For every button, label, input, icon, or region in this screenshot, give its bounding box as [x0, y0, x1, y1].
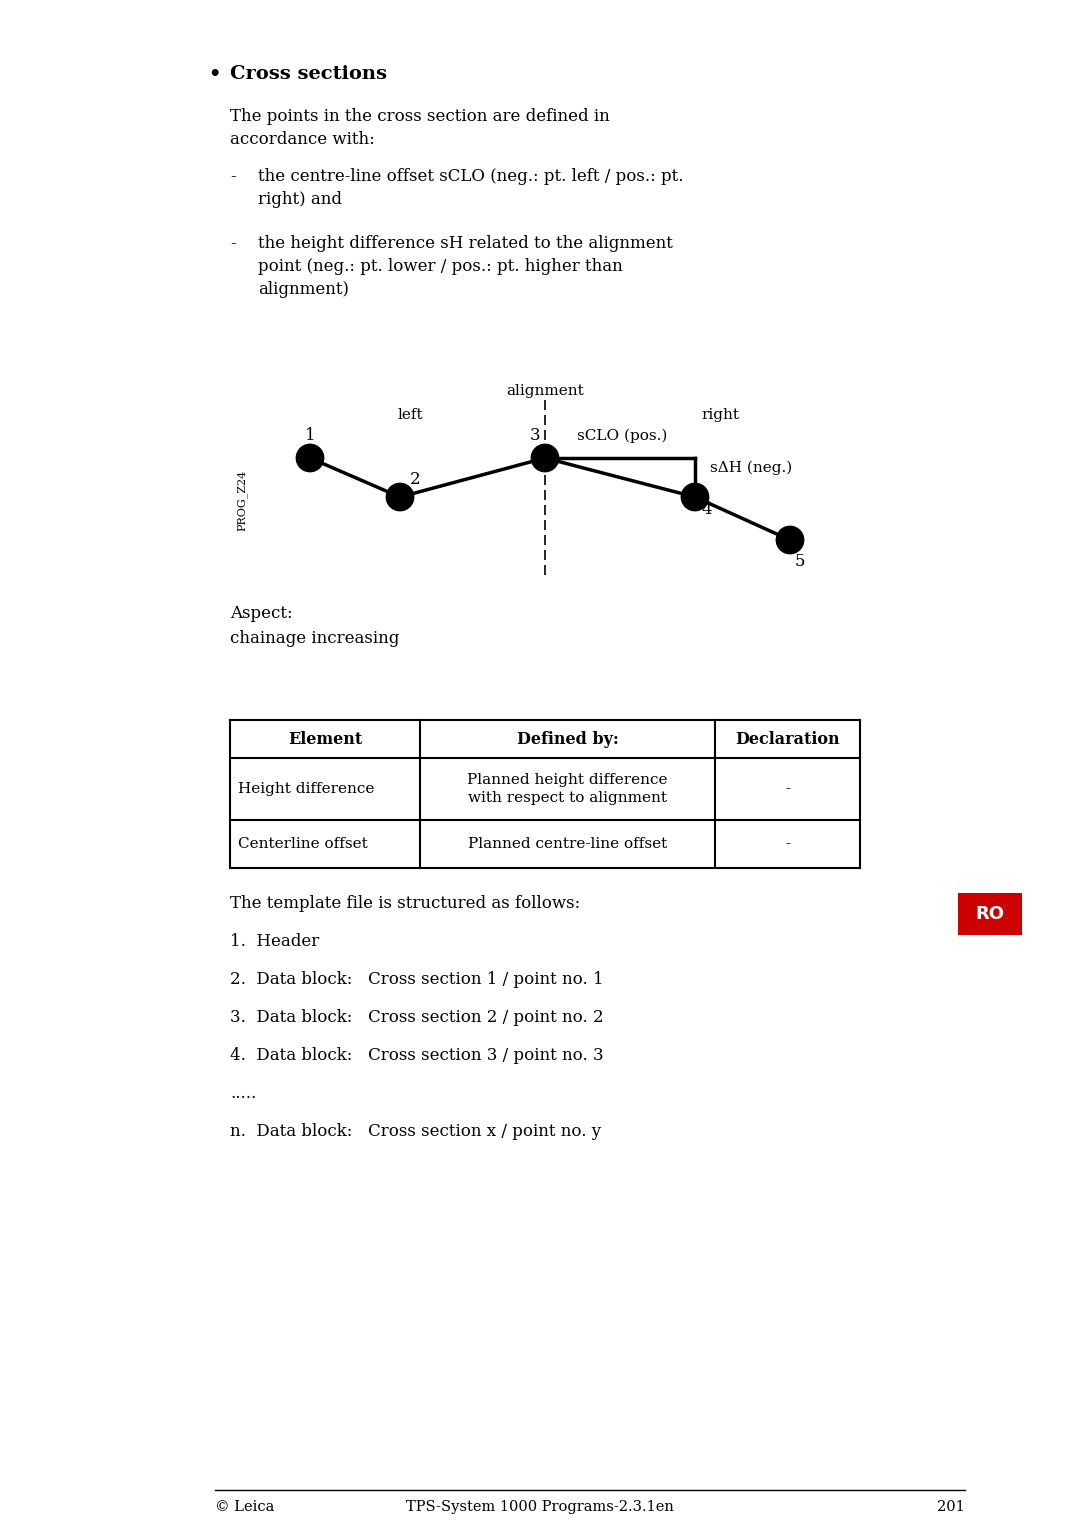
Text: Defined by:: Defined by:	[516, 731, 619, 748]
Text: Planned height difference
with respect to alignment: Planned height difference with respect t…	[468, 772, 667, 806]
Text: right) and: right) and	[258, 191, 342, 208]
Text: 4.  Data block:   Cross section 3 / point no. 3: 4. Data block: Cross section 3 / point n…	[230, 1047, 604, 1064]
Text: sCLO (pos.): sCLO (pos.)	[577, 428, 667, 443]
Text: accordance with:: accordance with:	[230, 131, 375, 148]
FancyBboxPatch shape	[958, 893, 1022, 936]
Text: Aspect:: Aspect:	[230, 605, 293, 622]
Text: The template file is structured as follows:: The template file is structured as follo…	[230, 894, 580, 911]
Text: n.  Data block:   Cross section x / point no. y: n. Data block: Cross section x / point n…	[230, 1122, 602, 1141]
Circle shape	[387, 485, 413, 511]
Text: chainage increasing: chainage increasing	[230, 630, 400, 647]
Circle shape	[777, 528, 804, 553]
Text: 2.  Data block:   Cross section 1 / point no. 1: 2. Data block: Cross section 1 / point n…	[230, 971, 604, 988]
Text: alignment): alignment)	[258, 281, 349, 298]
Circle shape	[681, 485, 708, 511]
Circle shape	[297, 445, 323, 471]
Text: Declaration: Declaration	[735, 731, 840, 748]
Text: 4: 4	[702, 502, 713, 518]
Text: 201: 201	[937, 1500, 966, 1514]
Text: 1: 1	[305, 427, 315, 443]
Text: The points in the cross section are defined in: The points in the cross section are defi…	[230, 109, 610, 125]
Text: RO: RO	[975, 905, 1004, 924]
Text: Height difference: Height difference	[238, 781, 375, 797]
Text: Planned centre-line offset: Planned centre-line offset	[468, 836, 667, 852]
Text: 2: 2	[409, 471, 420, 488]
Text: -: -	[230, 168, 235, 185]
Text: alignment: alignment	[507, 384, 584, 398]
Text: left: left	[397, 408, 422, 422]
Text: TPS-System 1000 Programs-2.3.1en: TPS-System 1000 Programs-2.3.1en	[406, 1500, 674, 1514]
Text: -: -	[230, 235, 235, 252]
Text: 3.  Data block:   Cross section 2 / point no. 2: 3. Data block: Cross section 2 / point n…	[230, 1009, 604, 1026]
Text: -: -	[785, 836, 791, 852]
Text: -: -	[785, 781, 791, 797]
Text: 5: 5	[795, 553, 806, 570]
Text: •: •	[208, 66, 220, 83]
Text: right: right	[701, 408, 739, 422]
Text: point (neg.: pt. lower / pos.: pt. higher than: point (neg.: pt. lower / pos.: pt. highe…	[258, 258, 623, 275]
Text: © Leica: © Leica	[215, 1500, 274, 1514]
Text: Cross sections: Cross sections	[230, 66, 387, 83]
Text: PROG_Z24: PROG_Z24	[237, 469, 247, 531]
Text: the height difference sH related to the alignment: the height difference sH related to the …	[258, 235, 673, 252]
Text: 3: 3	[529, 427, 540, 443]
Text: Centerline offset: Centerline offset	[238, 836, 368, 852]
Circle shape	[532, 445, 558, 471]
Text: 1.  Header: 1. Header	[230, 933, 320, 950]
Text: sΔH (neg.): sΔH (neg.)	[710, 460, 793, 476]
Text: the centre-line offset sCLO (neg.: pt. left / pos.: pt.: the centre-line offset sCLO (neg.: pt. l…	[258, 168, 684, 185]
Text: Element: Element	[288, 731, 362, 748]
Text: .....: .....	[230, 1086, 256, 1102]
